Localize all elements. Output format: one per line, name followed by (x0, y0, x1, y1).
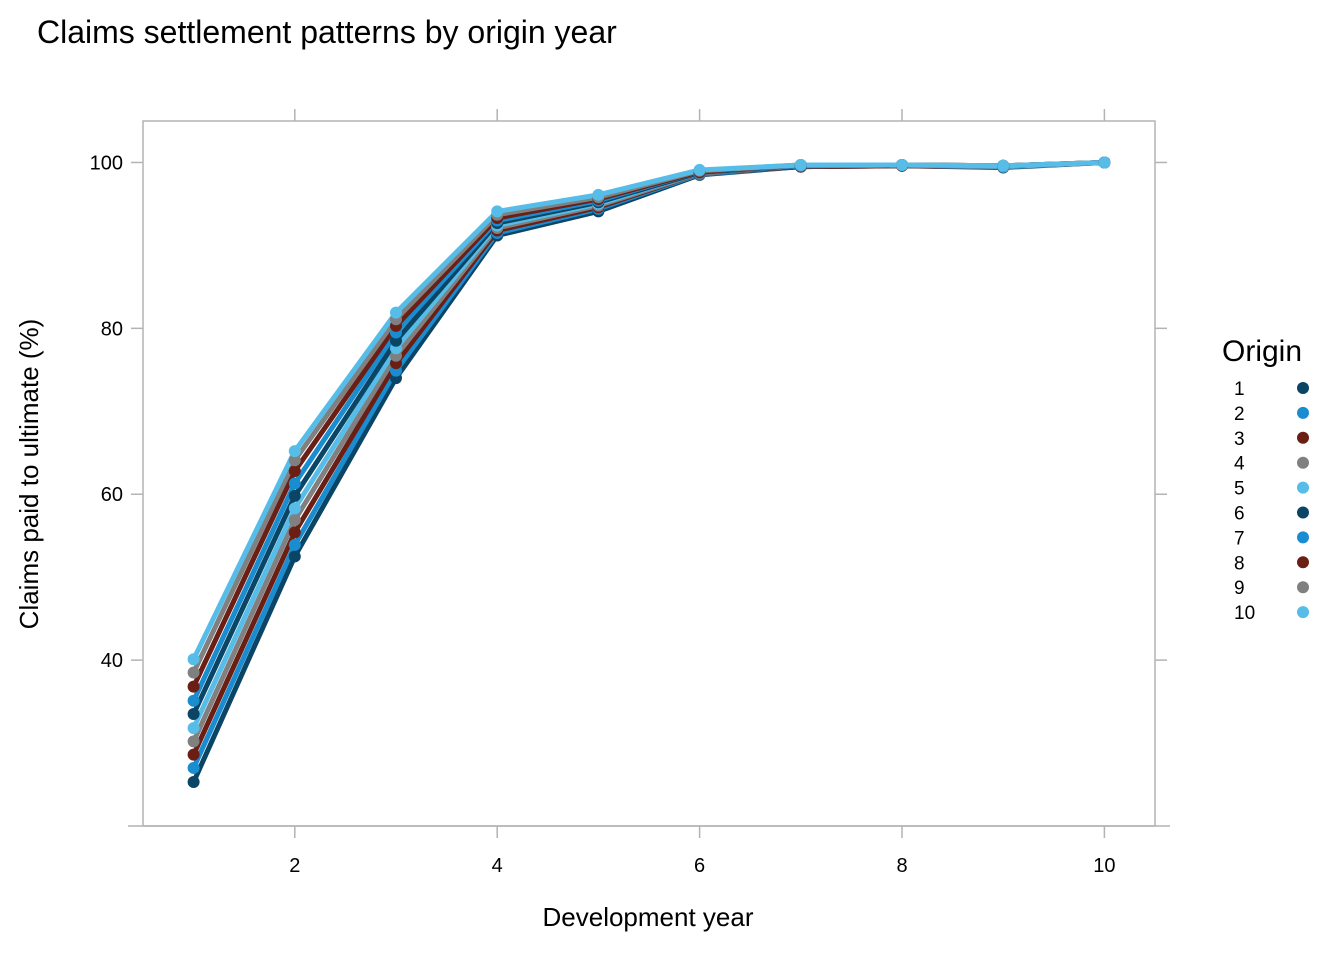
y-axis-title: Claims paid to ultimate (%) (14, 319, 44, 630)
point-origin-10-dev-9 (997, 159, 1010, 172)
series-line-10 (191, 159, 1105, 661)
legend-swatch-4 (1297, 456, 1309, 469)
point-origin-6-dev-3 (390, 334, 402, 347)
y-tick-label: 100 (90, 152, 123, 174)
series-line-6 (191, 159, 1105, 716)
point-origin-8-dev-1 (187, 680, 200, 693)
point-origin-10-dev-5 (592, 188, 605, 201)
x-tick-label: 6 (694, 855, 705, 877)
legend-swatch-5 (1297, 481, 1309, 494)
legend-swatch-6 (1297, 506, 1309, 519)
x-axis: 2 4 6 8 10 (128, 109, 1170, 877)
point-origin-3-dev-2 (288, 526, 301, 539)
legend-swatch-2 (1297, 406, 1309, 419)
point-origin-3-dev-1 (187, 748, 200, 761)
point-origin-10-dev-3 (390, 306, 402, 319)
x-tick-label: 4 (492, 855, 503, 877)
legend-label: 10 (1234, 603, 1255, 624)
legend-label: 3 (1234, 429, 1245, 450)
legend-swatch-1 (1297, 382, 1309, 394)
series-lines (191, 159, 1105, 784)
legend-label: 7 (1234, 528, 1245, 549)
legend-label: 1 (1234, 379, 1245, 400)
point-origin-1-dev-2 (288, 550, 301, 563)
point-origin-8-dev-2 (288, 465, 301, 478)
y-tick-label: 80 (101, 318, 123, 340)
point-origin-2-dev-2 (288, 538, 301, 551)
legend-label: 9 (1234, 578, 1245, 599)
point-origin-7-dev-1 (187, 694, 200, 707)
point-origin-10-dev-4 (491, 205, 504, 218)
point-origin-1-dev-1 (187, 776, 200, 789)
series-line-8 (191, 159, 1105, 688)
legend-swatch-8 (1297, 556, 1309, 569)
point-origin-10-dev-2 (288, 445, 301, 458)
x-tick-label: 8 (896, 855, 907, 877)
point-origin-6-dev-1 (187, 708, 200, 721)
point-origin-4-dev-1 (187, 735, 200, 748)
legend-label: 5 (1234, 479, 1245, 500)
point-origin-5-dev-2 (288, 502, 301, 515)
point-origin-10-dev-10 (1098, 156, 1111, 169)
legend-swatch-7 (1297, 531, 1309, 544)
y-tick-label: 60 (101, 484, 123, 506)
legend-swatch-3 (1297, 431, 1309, 444)
legend-label: 8 (1234, 553, 1245, 574)
legend-label: 2 (1234, 404, 1245, 425)
x-tick-label: 2 (289, 855, 300, 877)
point-origin-10-dev-7 (794, 158, 807, 171)
series-points (187, 156, 1111, 789)
legend-title: Origin (1222, 335, 1302, 368)
point-origin-10-dev-6 (693, 163, 706, 176)
point-origin-4-dev-2 (288, 513, 301, 526)
point-origin-2-dev-1 (187, 761, 200, 774)
y-tick-label: 40 (101, 650, 123, 672)
point-origin-9-dev-2 (288, 454, 301, 467)
point-origin-9-dev-1 (187, 666, 200, 679)
legend-label: 4 (1234, 454, 1245, 475)
y-axis: 40 60 80 100 (90, 152, 1167, 672)
point-origin-5-dev-1 (187, 722, 200, 735)
chart-title: Claims settlement patterns by origin yea… (37, 14, 617, 50)
point-origin-7-dev-2 (288, 477, 301, 490)
series-line-7 (191, 159, 1105, 702)
legend: Origin 1 2 3 4 5 6 7 8 9 10 (1222, 335, 1309, 624)
legend-label: 6 (1234, 504, 1245, 525)
legend-swatch-10 (1297, 606, 1309, 619)
x-axis-title: Development year (543, 902, 754, 932)
point-origin-6-dev-2 (288, 489, 301, 502)
x-tick-label: 10 (1093, 855, 1115, 877)
point-origin-10-dev-1 (187, 653, 200, 666)
legend-swatch-9 (1297, 581, 1309, 594)
point-origin-10-dev-8 (896, 158, 908, 171)
